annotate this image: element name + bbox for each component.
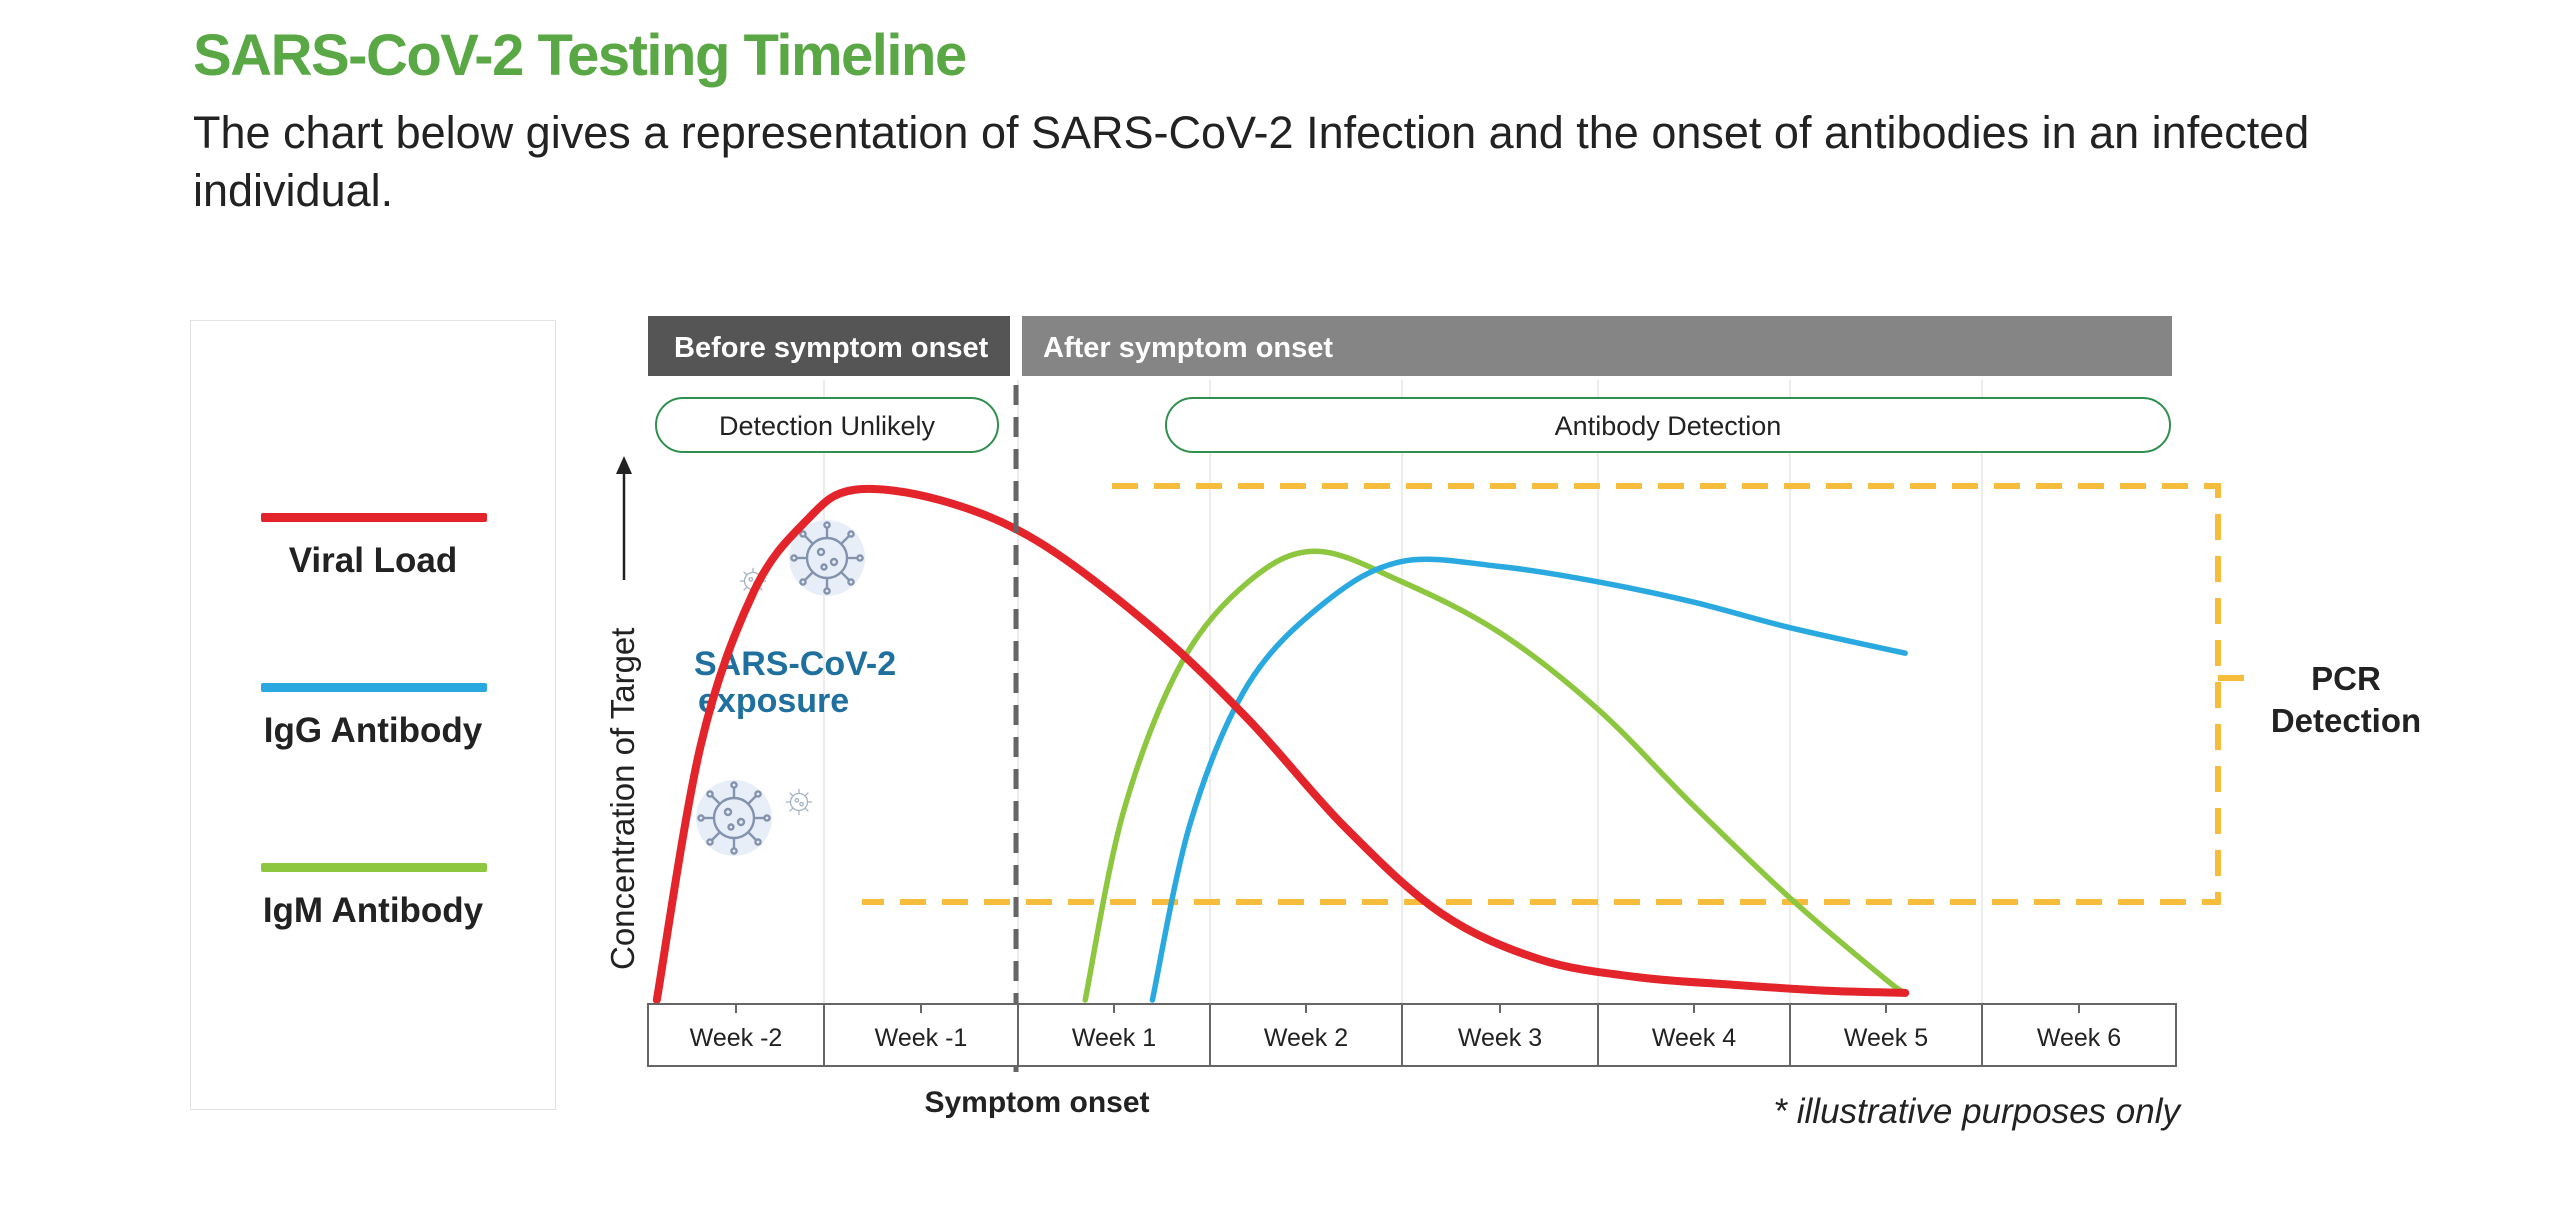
legend-label-igg: IgG Antibody	[263, 711, 483, 750]
legend-label-igm: IgM Antibody	[262, 891, 484, 930]
virus-icon-large-bottom	[694, 778, 774, 858]
page-title: SARS-CoV-2 Testing Timeline	[193, 23, 967, 88]
detection-unlikely-label: Detection Unlikely	[719, 411, 936, 441]
exposure-label-line2: exposure	[698, 682, 849, 720]
legend-label-viral-load: Viral Load	[288, 541, 458, 580]
footnote: * illustrative purposes only	[1773, 1092, 2182, 1131]
x-tick-label: Week 4	[1652, 1024, 1736, 1052]
x-axis-frame	[647, 1003, 2177, 1067]
legend: Viral Load IgG Antibody IgM Antibody	[190, 320, 556, 1110]
phase-bar-after	[1022, 316, 2172, 376]
x-tick-label: Week 6	[2037, 1024, 2121, 1052]
legend-swatch-igm	[261, 863, 487, 872]
legend-swatch-igg	[261, 683, 487, 692]
x-tick-label: Week 1	[1072, 1024, 1156, 1052]
x-tick-label: Week -2	[690, 1024, 783, 1052]
series-line-igg-antibody	[1149, 556, 1908, 1003]
series-line-viral-load	[652, 484, 1910, 1004]
x-tick-label: Week 3	[1458, 1024, 1542, 1052]
phase-bar-before	[648, 316, 1010, 376]
series-layer	[652, 484, 1910, 1004]
y-axis-arrow-head	[616, 456, 632, 474]
phase-label-before: Before symptom onset	[674, 332, 989, 364]
x-tick-label: Week 5	[1844, 1024, 1928, 1052]
page-subtitle: The chart below gives a representation o…	[193, 107, 2310, 216]
legend-swatch-viral-load	[261, 513, 487, 522]
x-tick-label: Week -1	[875, 1024, 968, 1052]
gridlines	[823, 380, 1983, 1004]
pcr-label-line1: PCR	[2311, 660, 2381, 697]
antibody-detection-pill	[1165, 397, 2171, 453]
virus-icon-small-bottom	[785, 788, 813, 816]
y-axis-label: Concentration of Target	[604, 628, 641, 970]
pcr-label-line2: Detection	[2271, 702, 2421, 739]
antibody-detection-label: Antibody Detection	[1555, 411, 1782, 441]
phase-label-after: After symptom onset	[1043, 332, 1333, 364]
x-tick-label: Week 2	[1264, 1024, 1348, 1052]
x-axis-label: Symptom onset	[924, 1086, 1149, 1119]
pcr-detection-bracket	[862, 483, 2221, 905]
x-axis: Week -2 Week -1 Week 1 Week 2 Week 3 Week 4 We…	[647, 1003, 2177, 1067]
series-line-igm-antibody	[1082, 548, 1908, 1003]
detection-unlikely-pill	[655, 397, 999, 453]
